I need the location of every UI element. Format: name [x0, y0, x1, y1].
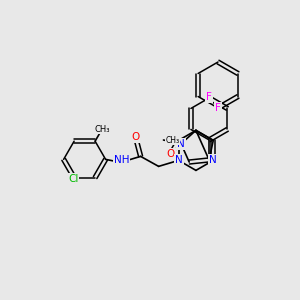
Text: CH₃: CH₃ [94, 124, 110, 134]
Text: F: F [215, 103, 221, 113]
Text: CH₃: CH₃ [166, 136, 180, 145]
Text: F: F [206, 92, 212, 102]
Text: N: N [175, 155, 182, 165]
Text: Cl: Cl [68, 174, 78, 184]
Text: NH: NH [114, 155, 129, 165]
Text: O: O [131, 132, 140, 142]
Text: N: N [177, 139, 185, 149]
Text: O: O [167, 149, 175, 159]
Text: N: N [209, 155, 217, 165]
